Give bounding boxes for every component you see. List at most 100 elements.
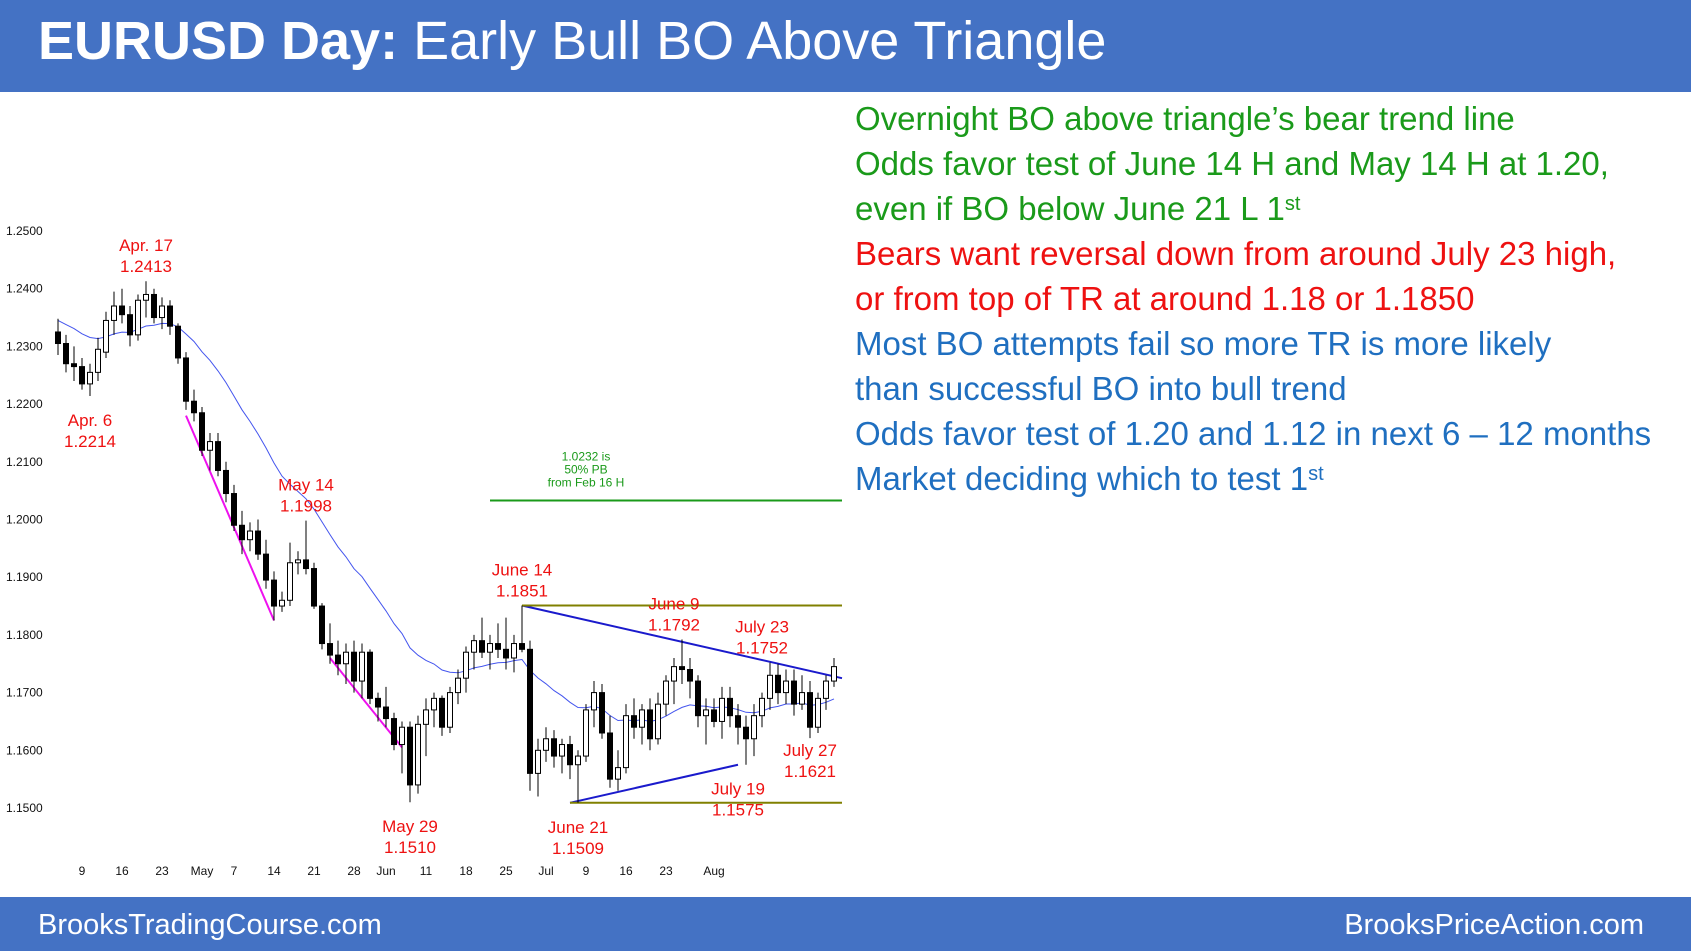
swing-label-may29: May 29 xyxy=(382,817,438,836)
bear-candle xyxy=(199,412,205,451)
bull-candle xyxy=(279,599,285,607)
note-text: even if BO below June 21 L 1 xyxy=(855,190,1285,227)
swing-label-may14: 1.1998 xyxy=(280,497,332,516)
y-tick-label: 1.1800 xyxy=(6,628,43,642)
bear-candle xyxy=(271,579,277,607)
bear-candle xyxy=(119,305,125,316)
x-tick-label: 23 xyxy=(155,864,169,878)
bull-candle xyxy=(287,562,293,601)
swing-label-may14: May 14 xyxy=(278,476,334,495)
bear-candle xyxy=(503,648,509,659)
bull-candle xyxy=(487,643,493,653)
y-tick-label: 1.1600 xyxy=(6,743,43,757)
bear-candle xyxy=(711,709,717,722)
bear-candle xyxy=(63,343,69,365)
bull-candle xyxy=(159,305,165,319)
y-tick-label: 1.1900 xyxy=(6,570,43,584)
note-text: Odds favor test of 1.20 and 1.12 in next… xyxy=(855,415,1652,452)
bull-candle xyxy=(295,559,301,564)
bull-candle xyxy=(535,749,541,774)
bear-candle xyxy=(567,744,573,766)
note-line: even if BO below June 21 L 1st xyxy=(855,186,1691,231)
bull-candle xyxy=(615,767,621,780)
swing-label-july19: 1.1575 xyxy=(712,801,764,820)
bear-candle xyxy=(335,654,341,665)
swing-label-july19: July 19 xyxy=(711,780,765,799)
x-tick-label: 9 xyxy=(79,864,86,878)
bear-candle xyxy=(231,493,237,526)
bull-candle xyxy=(143,293,149,301)
x-tick-label: 11 xyxy=(420,864,433,878)
bull-candle xyxy=(759,697,765,717)
y-tick-label: 1.2200 xyxy=(6,397,43,411)
title-headline: Early Bull BO Above Triangle xyxy=(398,11,1107,71)
note-text: Bears want reversal down from around Jul… xyxy=(855,235,1617,272)
bear-candle xyxy=(679,666,685,671)
bear-candle xyxy=(239,524,245,541)
x-tick-label: 25 xyxy=(499,864,513,878)
bear-candle xyxy=(151,293,157,319)
x-tick-label: Aug xyxy=(703,864,724,878)
x-tick-label: 21 xyxy=(307,864,321,878)
bull-candle xyxy=(423,709,429,725)
bear-candle xyxy=(551,738,557,757)
swing-label-apr17: 1.2413 xyxy=(120,257,172,276)
bear-candle xyxy=(647,709,653,740)
bull-candle xyxy=(463,651,469,679)
bear-candle xyxy=(71,363,77,368)
bear-candle xyxy=(743,726,749,740)
x-tick-label: Jun xyxy=(376,864,395,878)
y-tick-label: 1.2000 xyxy=(6,513,43,527)
swing-label-july23: July 23 xyxy=(735,618,789,637)
swing-label-june14: June 14 xyxy=(492,560,553,579)
note-text: or from top of TR at around 1.18 or 1.18… xyxy=(855,280,1475,317)
bear-candle xyxy=(55,331,61,345)
page-title: EURUSD Day: Early Bull BO Above Triangle xyxy=(38,10,1106,72)
bear-candle xyxy=(79,366,85,385)
note-line: Bears want reversal down from around Jul… xyxy=(855,231,1691,276)
bear-candle xyxy=(631,715,637,728)
target-note-text: 1.0232 is xyxy=(562,449,611,463)
bull-candle xyxy=(751,715,757,740)
bear-candle xyxy=(175,325,181,359)
swing-label-june14: 1.1851 xyxy=(496,581,548,600)
bull-candle xyxy=(671,666,677,682)
bear-candle xyxy=(183,357,189,402)
bull-candle xyxy=(207,441,213,451)
bear-candle xyxy=(527,648,533,774)
bear-candle xyxy=(167,305,173,327)
bull-candle xyxy=(719,697,725,722)
bull-candle xyxy=(799,692,805,705)
y-tick-label: 1.1700 xyxy=(6,686,43,700)
bull-candle xyxy=(87,371,93,385)
y-tick-label: 1.2100 xyxy=(6,455,43,469)
bear-candle xyxy=(607,732,613,780)
swing-label-apr6: Apr. 6 xyxy=(68,411,112,430)
title-instrument: EURUSD Day: xyxy=(38,11,399,71)
swing-label-july23: 1.1752 xyxy=(736,639,788,658)
bull-candle xyxy=(511,643,517,659)
note-text: Most BO attempts fail so more TR is more… xyxy=(855,325,1552,362)
bear-candle xyxy=(383,706,389,720)
bull-candle xyxy=(623,715,629,769)
note-line: or from top of TR at around 1.18 or 1.18… xyxy=(855,276,1691,321)
title-banner xyxy=(0,0,1691,92)
bull-candle xyxy=(815,697,821,728)
note-superscript: st xyxy=(1308,463,1324,485)
swing-label-june21: June 21 xyxy=(548,818,609,837)
swing-label-june21: 1.1509 xyxy=(552,839,604,858)
bull-candle xyxy=(135,299,141,336)
bull-candle xyxy=(663,680,669,705)
bear-candle xyxy=(375,697,381,708)
x-tick-label: 7 xyxy=(231,864,238,878)
swing-label-july27: July 27 xyxy=(783,741,837,760)
bull-candle xyxy=(639,709,645,728)
x-tick-label: 16 xyxy=(115,864,129,878)
micro-channel-2 xyxy=(329,657,403,749)
swing-label-june9: June 9 xyxy=(648,595,699,614)
bull-candle xyxy=(111,305,117,321)
note-line: Odds favor test of June 14 H and May 14 … xyxy=(855,141,1691,186)
x-tick-label: 23 xyxy=(659,864,673,878)
note-text: than successful BO into bull trend xyxy=(855,370,1347,407)
bull-candle xyxy=(399,726,405,746)
